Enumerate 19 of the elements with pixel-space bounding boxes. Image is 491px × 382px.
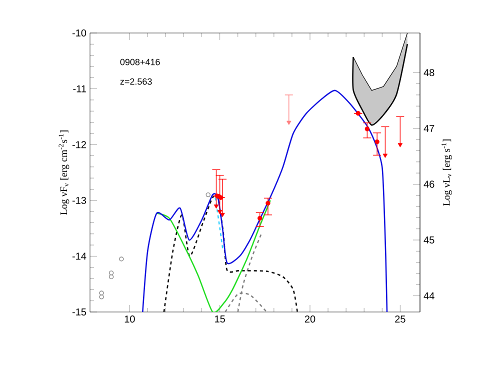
annotation: z=2.563 [120, 78, 152, 85]
y2-tick-label: 47 [424, 124, 434, 132]
y-tick-label: -14 [72, 252, 86, 260]
y-tick-label: -10 [72, 29, 86, 37]
y2-tick-label: 46 [424, 180, 434, 188]
y2-tick-label: 44 [424, 292, 434, 300]
y2-tick-label: 45 [424, 236, 434, 244]
x-tick-label: 25 [395, 316, 406, 323]
y-tick-label: -12 [72, 141, 86, 148]
y2-axis-title: Log νL$_{ν}$ [erg s$^{-1}$] [442, 140, 452, 206]
y-tick-label: -13 [72, 196, 86, 204]
x-tick-label: 10 [124, 316, 135, 323]
y-axis-title: Log νF$_{ν}$ [erg cm$^{-2}$s$^{-1}$] [58, 130, 70, 215]
x-tick-label: 20 [304, 316, 316, 323]
x-tick-label: 15 [215, 316, 225, 322]
y-tick-label: -11 [73, 85, 86, 92]
annotation: 0908+416 [120, 58, 160, 66]
y-tick-label: -15 [72, 308, 86, 316]
y2-tick-label: 48 [424, 69, 434, 76]
